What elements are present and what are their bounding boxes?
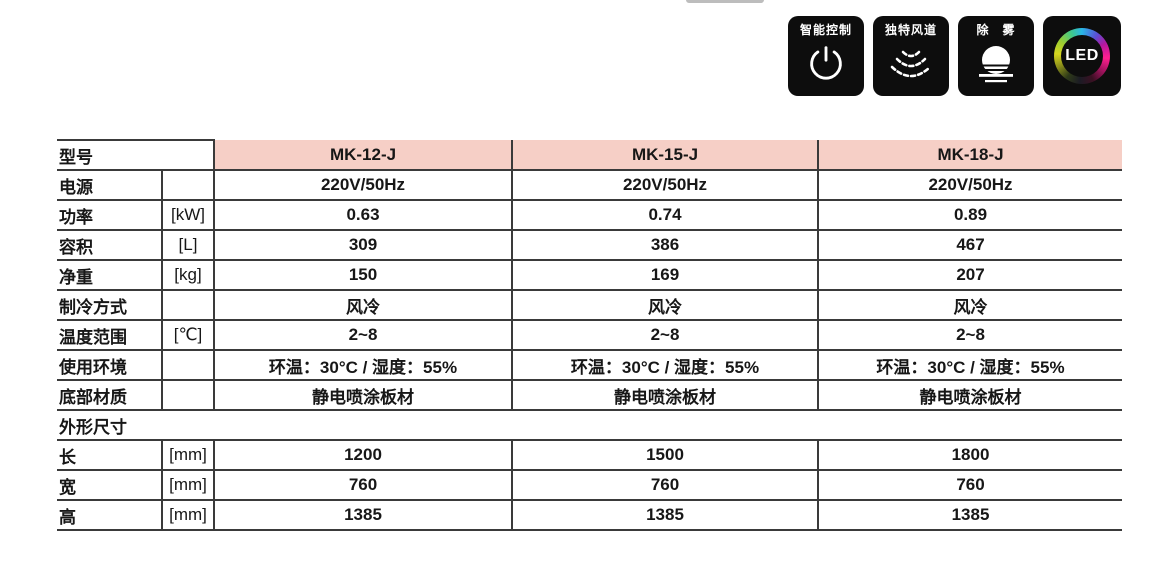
spec-table: 型号 MK-12-J MK-15-J MK-18-J 电源 220V/50Hz … [57, 139, 1122, 531]
spec-unit [162, 380, 215, 411]
spec-unit: [mm] [162, 500, 215, 531]
table-row: 宽 [mm] 760 760 760 [57, 470, 1122, 501]
table-row: 功率 [kW] 0.63 0.74 0.89 [57, 200, 1122, 231]
spec-value: 1800 [818, 440, 1122, 471]
spec-value: 150 [214, 260, 513, 291]
feature-badges: 智能控制 独特风道 除 雾 [788, 16, 1121, 96]
table-row: 使用环境 环温：30°C / 湿度：55% 环温：30°C / 湿度：55% 环… [57, 350, 1122, 381]
spec-unit [162, 350, 215, 381]
spec-value: 220V/50Hz [512, 170, 819, 201]
spec-value: 0.63 [214, 200, 513, 231]
badge-smart-control: 智能控制 [788, 16, 864, 96]
spec-value: 207 [818, 260, 1122, 291]
spec-value: 386 [512, 230, 819, 261]
badge-air-duct-label: 独特风道 [884, 23, 937, 37]
spec-value: 760 [512, 470, 819, 501]
defog-icon [972, 37, 1020, 86]
spec-row-label: 宽 [57, 470, 163, 501]
model-name: MK-15-J [511, 140, 818, 171]
spec-value: 环温：30°C / 湿度：55% [512, 350, 819, 381]
spec-value: 2~8 [818, 320, 1122, 351]
spec-row-label: 温度范围 [57, 320, 163, 351]
spec-unit: [mm] [162, 440, 215, 471]
spec-value: 0.89 [818, 200, 1122, 231]
spec-value: 风冷 [214, 290, 513, 321]
power-icon [803, 37, 849, 86]
spec-value: 309 [214, 230, 513, 261]
spec-unit: [kg] [162, 260, 215, 291]
spec-value: 1385 [818, 500, 1122, 531]
table-row: 底部材质 静电喷涂板材 静电喷涂板材 静电喷涂板材 [57, 380, 1122, 411]
spec-unit: [℃] [162, 320, 215, 351]
table-row: 温度范围 [℃] 2~8 2~8 2~8 [57, 320, 1122, 351]
spec-value: 2~8 [214, 320, 513, 351]
spec-value: 环温：30°C / 湿度：55% [818, 350, 1122, 381]
spec-row-label: 功率 [57, 200, 163, 231]
spec-value: 220V/50Hz [818, 170, 1122, 201]
spec-row-label: 高 [57, 500, 163, 531]
spec-value: 467 [818, 230, 1122, 261]
spec-unit [162, 290, 215, 321]
spec-unit: [L] [162, 230, 215, 261]
table-row: 制冷方式 风冷 风冷 风冷 [57, 290, 1122, 321]
spec-value: 220V/50Hz [214, 170, 513, 201]
spec-value: 静电喷涂板材 [512, 380, 819, 411]
table-row: 净重 [kg] 150 169 207 [57, 260, 1122, 291]
model-name: MK-18-J [817, 140, 1122, 171]
table-row: 长 [mm] 1200 1500 1800 [57, 440, 1122, 471]
spec-unit: [mm] [162, 470, 215, 501]
spec-value: 760 [818, 470, 1122, 501]
spec-value: 静电喷涂板材 [214, 380, 513, 411]
badge-air-duct: 独特风道 [873, 16, 949, 96]
spec-value: 风冷 [512, 290, 819, 321]
spec-row-label: 净重 [57, 260, 163, 291]
spec-row-label: 长 [57, 440, 163, 471]
section-label: 外形尺寸 [57, 410, 1122, 441]
spec-value: 169 [512, 260, 819, 291]
spec-row-label: 底部材质 [57, 380, 163, 411]
crop-artifact [686, 0, 764, 3]
airflow-icon [886, 37, 936, 86]
spec-value: 1500 [512, 440, 819, 471]
badge-led: LED [1043, 16, 1121, 96]
badge-smart-control-label: 智能控制 [799, 23, 852, 37]
spec-value: 0.74 [512, 200, 819, 231]
badge-led-label: LED [1065, 47, 1099, 64]
spec-value: 静电喷涂板材 [818, 380, 1122, 411]
spec-value: 2~8 [512, 320, 819, 351]
spec-row-label: 使用环境 [57, 350, 163, 381]
model-header-label: 型号 [57, 139, 214, 171]
spec-value: 1385 [214, 500, 513, 531]
spec-value: 1385 [512, 500, 819, 531]
model-name: MK-12-J [213, 140, 512, 171]
table-section-row: 外形尺寸 [57, 410, 1122, 441]
spec-row-label: 容积 [57, 230, 163, 261]
badge-defog-label: 除 雾 [976, 23, 1016, 37]
table-row: 电源 220V/50Hz 220V/50Hz 220V/50Hz [57, 170, 1122, 201]
spec-unit [162, 170, 215, 201]
table-header-row: 型号 MK-12-J MK-15-J MK-18-J [57, 139, 1122, 171]
spec-value: 环温：30°C / 湿度：55% [214, 350, 513, 381]
spec-value: 760 [214, 470, 513, 501]
led-ring-icon: LED [1054, 28, 1110, 84]
spec-unit: [kW] [162, 200, 215, 231]
table-row: 容积 [L] 309 386 467 [57, 230, 1122, 261]
table-row: 高 [mm] 1385 1385 1385 [57, 500, 1122, 531]
spec-row-label: 电源 [57, 170, 163, 201]
spec-row-label: 制冷方式 [57, 290, 163, 321]
spec-value: 1200 [214, 440, 513, 471]
spec-value: 风冷 [818, 290, 1122, 321]
badge-defog: 除 雾 [958, 16, 1034, 96]
